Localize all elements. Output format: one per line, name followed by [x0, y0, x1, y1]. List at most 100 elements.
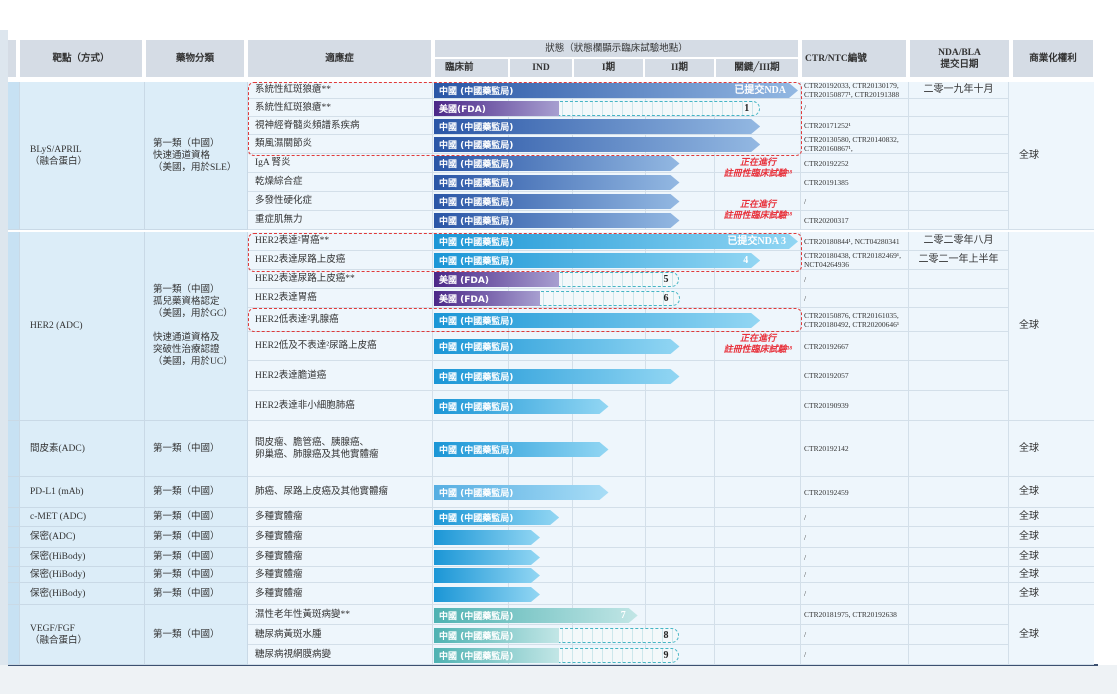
bar-region-label: 中國 (中國藥監局) — [439, 87, 514, 97]
planned-progress-bar: 1 — [555, 101, 761, 116]
ctr-number-cell: / — [800, 289, 909, 308]
header-phase-1: I期 — [574, 59, 643, 77]
ctr-number-cell: CTR20192459 — [800, 477, 909, 508]
footnote-marker: 9 — [663, 650, 669, 661]
bar-region-label: 美國 (FDA) — [439, 276, 489, 286]
progress-bar: 中國 (中國藥監局) — [434, 313, 760, 328]
phase-gridline — [572, 567, 573, 583]
nda-date-cell — [909, 154, 1009, 173]
phase-gridline — [714, 391, 715, 421]
nda-date-cell — [909, 135, 1009, 154]
drug-class-cell: 第一類（中國） — [145, 583, 248, 605]
progress-bar: 中國 (中國藥監局) 已提交NDA 3 — [434, 234, 798, 249]
ctr-number-cell: CTR20180844¹, NCT04280341 — [800, 232, 909, 251]
indication-cell: 肺癌、尿路上皮癌及其他實體瘤 — [248, 477, 433, 508]
ctr-number-cell: CTR20192033, CTR20130179, CTR20150877¹, … — [800, 81, 909, 99]
progress-bar: 中國 (中國藥監局) — [434, 648, 560, 663]
bar-region-label: 中國 (中國藥監局) — [439, 373, 514, 383]
indication-cell: 多種實體瘤 — [248, 583, 433, 605]
group-strip — [8, 567, 20, 583]
target-cell: BLyS/APRIL （融合蛋白） — [20, 82, 145, 230]
indication-cell: HER2表達尿路上皮癌 — [248, 251, 433, 270]
registrational-trial-note: 正在進行 註冊性臨床試驗¹⁸ — [723, 333, 793, 354]
nda-date-cell — [909, 508, 1009, 527]
indication-cell: 重症肌無力 — [248, 211, 433, 230]
commercial-rights-cell: 全球 — [1009, 508, 1094, 527]
ctr-number-cell: CTR20150876, CTR20161035, CTR20180492, C… — [800, 308, 909, 332]
bar-region-label: 中國 (中國藥監局) — [439, 652, 514, 662]
nda-date-cell — [909, 477, 1009, 508]
progress-bar: 美國 (FDA) — [434, 272, 560, 287]
progress-bar: 中國 (中國藥監局) — [434, 399, 609, 414]
progress-bar: 中國 (中國藥監局) — [434, 119, 760, 134]
drug-class-cell: 第一類（中國） — [145, 527, 248, 548]
nda-date-cell — [909, 625, 1009, 645]
indication-cell: HER2低表達²乳腺癌 — [248, 308, 433, 332]
ctr-number-cell: / — [800, 527, 909, 548]
indication-cell: 多種實體瘤 — [248, 567, 433, 583]
progress-bar: 中國 (中國藥監局) — [434, 369, 680, 384]
phase-gridline — [645, 567, 646, 583]
phase-gridline — [645, 508, 646, 527]
commercial-rights-cell: 全球 — [1009, 583, 1094, 605]
progress-bar: 中國 (中國藥監局) — [434, 628, 560, 643]
ctr-number-cell: / — [800, 548, 909, 567]
target-cell: PD-L1 (mAb) — [20, 477, 145, 508]
target-cell: VEGF/FGF （融合蛋白） — [20, 605, 145, 665]
indication-cell: 多種實體瘤 — [248, 527, 433, 548]
phase-gridline — [714, 605, 715, 625]
progress-bar — [434, 568, 540, 583]
phase-gridline — [714, 421, 715, 477]
bar-region-label: 中國 (中國藥監局) — [439, 612, 514, 622]
target-cell: 間皮素(ADC) — [20, 421, 145, 477]
bar-region-label: 中國 (中國藥監局) — [439, 317, 514, 327]
progress-bar: 中國 (中國藥監局) — [434, 194, 680, 209]
commercial-rights-cell: 全球 — [1009, 605, 1094, 665]
nda-date-cell — [909, 583, 1009, 605]
phase-gridline — [572, 508, 573, 527]
nda-date-cell — [909, 645, 1009, 665]
planned-progress-bar: 5 — [555, 272, 680, 287]
progress-bar: 中國 (中國藥監局) — [434, 156, 680, 171]
phase-gridline — [572, 527, 573, 548]
nda-date-cell — [909, 270, 1009, 289]
group-strip — [8, 605, 20, 665]
phase-gridline — [714, 332, 715, 361]
nda-date-cell — [909, 567, 1009, 583]
commercial-rights-cell: 全球 — [1009, 527, 1094, 548]
progress-bar: 中國 (中國藥監局) 4 — [434, 253, 760, 268]
registrational-trial-note: 正在進行 註冊性臨床試驗¹⁸ — [723, 199, 793, 220]
indication-cell: 多種實體瘤 — [248, 548, 433, 567]
phase-gridline — [645, 391, 646, 421]
target-cell: 保密(ADC) — [20, 527, 145, 548]
phase-gridline — [645, 548, 646, 567]
header-commercial: 商業化權利 — [1013, 40, 1093, 77]
indication-cell: HER2表達胃癌 — [248, 289, 433, 308]
drug-class-cell: 第一類（中國） — [145, 605, 248, 665]
phase-gridline — [645, 605, 646, 625]
page-margin — [0, 30, 8, 694]
drug-class-cell: 第一類（中國） 孤兒藥資格認定 （美國，用於GC） 快速通道資格及 突破性治療認… — [145, 232, 248, 421]
indication-cell: 系統性紅斑狼瘡** — [248, 99, 433, 117]
ctr-number-cell: CTR20171252¹ — [800, 117, 909, 135]
footnote-marker: 8 — [663, 630, 669, 641]
bar-status-label: 已提交NDA — [734, 85, 786, 96]
phase-gridline — [714, 625, 715, 645]
planned-progress-bar: 6 — [536, 291, 680, 306]
progress-bar — [434, 530, 540, 545]
group-strip — [8, 421, 20, 477]
bar-region-label: 中國 (中國藥監局) — [439, 179, 514, 189]
bar-status-label: 4 — [743, 255, 749, 266]
nda-date-cell — [909, 289, 1009, 308]
phase-gridline — [714, 508, 715, 527]
bar-region-label: 中國 (中國藥監局) — [439, 198, 514, 208]
nda-date-cell — [909, 391, 1009, 421]
bar-region-label: 中國 (中國藥監局) — [439, 446, 514, 456]
header-indication: 適應症 — [248, 40, 431, 77]
phase-gridline — [645, 583, 646, 605]
commercial-rights-cell: 全球 — [1009, 421, 1094, 477]
nda-date-cell — [909, 527, 1009, 548]
commercial-rights-cell: 全球 — [1009, 82, 1094, 230]
group-strip — [8, 583, 20, 605]
ctr-number-cell: / — [800, 192, 909, 211]
